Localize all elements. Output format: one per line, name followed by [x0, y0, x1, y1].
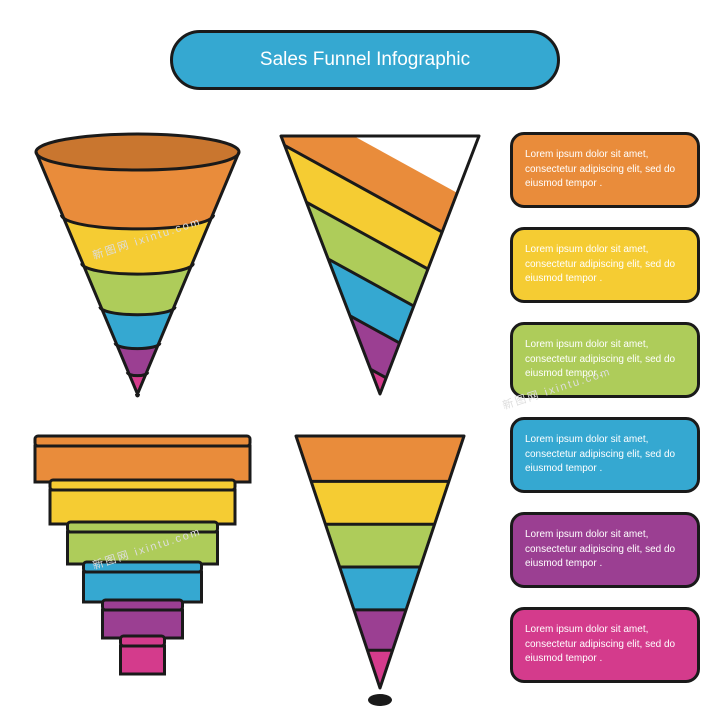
info-box-text: Lorem ipsum dolor sit amet, consectetur … [525, 148, 685, 192]
info-box-5: Lorem ipsum dolor sit amet, consectetur … [510, 512, 700, 588]
info-box-6: Lorem ipsum dolor sit amet, consectetur … [510, 607, 700, 683]
info-box-text: Lorem ipsum dolor sit amet, consectetur … [525, 338, 685, 382]
info-box-2: Lorem ipsum dolor sit amet, consectetur … [510, 227, 700, 303]
info-box-1: Lorem ipsum dolor sit amet, consectetur … [510, 132, 700, 208]
info-box-text: Lorem ipsum dolor sit amet, consectetur … [525, 528, 685, 572]
info-box-4: Lorem ipsum dolor sit amet, consectetur … [510, 417, 700, 493]
funnel-diagonal-triangle [275, 130, 485, 400]
title-text: Sales Funnel Infographic [260, 49, 470, 71]
info-box-3: Lorem ipsum dolor sit amet, consectetur … [510, 322, 700, 398]
info-box-text: Lorem ipsum dolor sit amet, consectetur … [525, 433, 685, 477]
funnel-stepped [30, 430, 255, 695]
title-pill: Sales Funnel Infographic [170, 30, 560, 90]
funnel-3d-cone [30, 130, 245, 400]
funnel-horizontal-triangle [290, 430, 470, 710]
info-box-text: Lorem ipsum dolor sit amet, consectetur … [525, 243, 685, 287]
info-box-text: Lorem ipsum dolor sit amet, consectetur … [525, 623, 685, 667]
